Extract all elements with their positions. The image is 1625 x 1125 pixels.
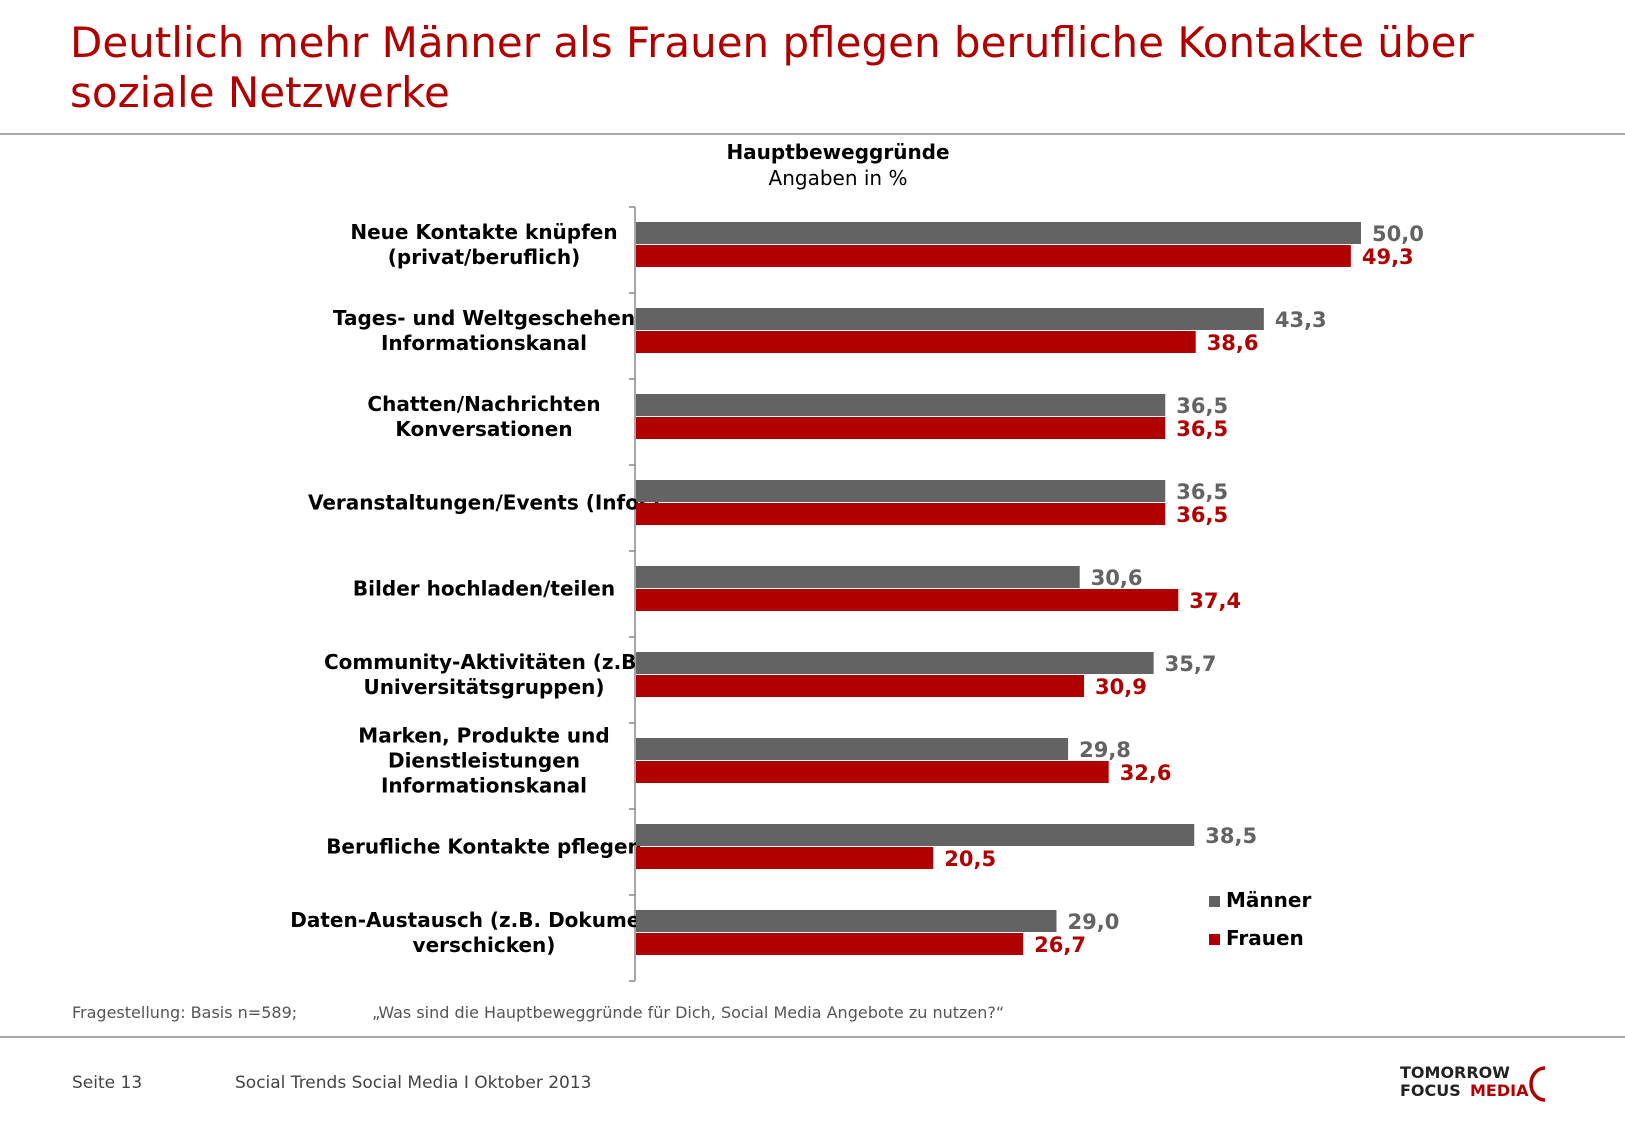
legend-swatch bbox=[1209, 934, 1220, 945]
data-label: 36,5 bbox=[1176, 480, 1228, 504]
bar-maenner bbox=[636, 308, 1264, 330]
data-label: 32,6 bbox=[1120, 761, 1172, 785]
bar-maenner bbox=[636, 824, 1195, 846]
logo-text-line1: TOMORROW bbox=[1400, 1063, 1510, 1082]
bar-maenner bbox=[636, 480, 1166, 502]
footer-divider bbox=[0, 1036, 1625, 1038]
bar-frauen bbox=[636, 675, 1085, 697]
chart-subtitle-bold: Hauptbeweggründe bbox=[726, 140, 949, 164]
bar-maenner bbox=[636, 652, 1154, 674]
bar-frauen bbox=[636, 761, 1109, 783]
data-label: 50,0 bbox=[1372, 222, 1424, 246]
logo-bracket-icon bbox=[1529, 1066, 1546, 1102]
category-label: Chatten/Nachrichten bbox=[367, 392, 600, 416]
category-label: Bilder hochladen/teilen bbox=[353, 577, 615, 601]
data-label: 37,4 bbox=[1189, 589, 1241, 613]
bar-frauen bbox=[636, 417, 1166, 439]
bar-frauen bbox=[636, 503, 1166, 525]
bar-maenner bbox=[636, 738, 1069, 760]
legend-label: Frauen bbox=[1226, 926, 1304, 950]
category-label: Daten-Austausch (z.B. Dokumente bbox=[290, 908, 677, 932]
data-label: 43,3 bbox=[1275, 308, 1327, 332]
category-label: (privat/beruflich) bbox=[388, 245, 580, 269]
question-basis: Fragestellung: Basis n=589; bbox=[72, 1003, 298, 1022]
footer-document-title: Social Trends Social Media I Oktober 201… bbox=[235, 1073, 592, 1093]
bar-frauen bbox=[636, 589, 1179, 611]
category-label: Tages- und Weltgeschehen bbox=[333, 306, 635, 330]
category-label: Universitätsgruppen) bbox=[363, 675, 604, 699]
data-label: 29,8 bbox=[1079, 738, 1131, 762]
category-label: Konversationen bbox=[395, 417, 572, 441]
company-logo: TOMORROW FOCUS MEDIA bbox=[1400, 1063, 1560, 1113]
category-label: Dienstleistungen bbox=[388, 749, 580, 773]
page-title: Deutlich mehr Männer als Frauen pflegen … bbox=[70, 18, 1474, 117]
category-label: Marken, Produkte und bbox=[358, 724, 609, 748]
logo-text-line2b: MEDIA bbox=[1470, 1081, 1529, 1100]
category-label: verschicken) bbox=[413, 933, 556, 957]
data-label: 26,7 bbox=[1034, 933, 1086, 957]
bar-maenner bbox=[636, 394, 1166, 416]
bar-frauen bbox=[636, 847, 934, 869]
data-label: 36,5 bbox=[1176, 417, 1228, 441]
bar-frauen bbox=[636, 245, 1351, 267]
bar-frauen bbox=[636, 933, 1024, 955]
title-divider bbox=[0, 133, 1625, 135]
legend-swatch bbox=[1209, 896, 1220, 907]
logo-text-line2a: FOCUS bbox=[1400, 1081, 1461, 1100]
category-label: Veranstaltungen/Events (Infos) bbox=[308, 491, 660, 515]
data-label: 30,9 bbox=[1095, 675, 1147, 699]
bar-frauen bbox=[636, 331, 1196, 353]
category-label: Neue Kontakte knüpfen bbox=[350, 220, 617, 244]
data-label: 38,5 bbox=[1205, 824, 1257, 848]
data-label: 35,7 bbox=[1165, 652, 1217, 676]
bar-maenner bbox=[636, 910, 1057, 932]
footer-page-number: Seite 13 bbox=[72, 1073, 143, 1093]
data-label: 29,0 bbox=[1068, 910, 1120, 934]
category-label: Berufliche Kontakte pflegen bbox=[326, 835, 642, 859]
bar-maenner bbox=[636, 566, 1080, 588]
legend-label: Männer bbox=[1226, 888, 1311, 912]
chart-subtitle: Angaben in % bbox=[769, 166, 908, 190]
data-label: 38,6 bbox=[1207, 331, 1259, 355]
question-text: „Was sind die Hauptbeweggründe für Dich,… bbox=[372, 1003, 1005, 1022]
data-label: 49,3 bbox=[1362, 245, 1414, 269]
bar-maenner bbox=[636, 222, 1361, 244]
category-label: Informationskanal bbox=[381, 774, 587, 798]
question-note: Fragestellung: Basis n=589; „Was sind di… bbox=[72, 1003, 1004, 1022]
data-label: 30,6 bbox=[1091, 566, 1143, 590]
category-label: Community-Aktivitäten (z.B. bbox=[324, 650, 644, 674]
data-label: 20,5 bbox=[944, 847, 996, 871]
category-label: Informationskanal bbox=[381, 331, 587, 355]
data-label: 36,5 bbox=[1176, 394, 1228, 418]
data-label: 36,5 bbox=[1176, 503, 1228, 527]
